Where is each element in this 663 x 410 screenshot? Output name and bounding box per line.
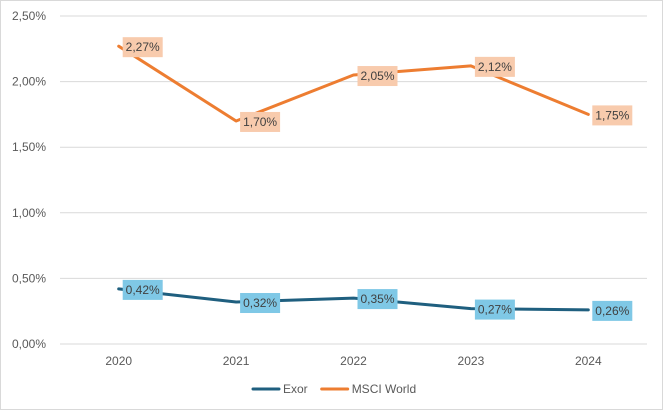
data-label-box [122, 37, 163, 58]
data-label-box [592, 105, 633, 126]
y-tick-label: 0,50% [12, 271, 46, 285]
x-tick-label: 2022 [340, 354, 367, 368]
data-label: 2,12% [478, 60, 512, 74]
data-label-box [357, 289, 398, 310]
data-label: 2,05% [360, 69, 394, 83]
series-line [117, 287, 590, 312]
data-label: 1,70% [243, 115, 277, 129]
x-tick-label: 2024 [575, 354, 602, 368]
data-label: 0,26% [595, 304, 629, 318]
data-label: 1,75% [595, 108, 629, 122]
data-label-box [474, 299, 515, 320]
data-label: 0,42% [126, 283, 160, 297]
series-line [117, 44, 590, 123]
data-label: 0,32% [243, 296, 277, 310]
legend-label: MSCI World [352, 382, 416, 396]
x-tick-label: 2020 [105, 354, 132, 368]
data-label-box [240, 293, 281, 314]
y-tick-label: 1,00% [12, 206, 46, 220]
data-label-box [122, 279, 163, 300]
legend-label: Exor [283, 382, 308, 396]
data-label: 0,35% [360, 292, 394, 306]
y-tick-label: 2,00% [12, 75, 46, 89]
data-label-box [474, 56, 515, 77]
y-tick-label: 0,00% [12, 337, 46, 351]
y-tick-label: 2,50% [12, 9, 46, 23]
data-label: 2,27% [126, 40, 160, 54]
x-tick-label: 2023 [458, 354, 485, 368]
x-tick-label: 2021 [223, 354, 250, 368]
data-label: 0,27% [478, 303, 512, 317]
data-label-box [357, 66, 398, 87]
data-label-box [592, 300, 633, 321]
y-tick-label: 1,50% [12, 140, 46, 154]
data-label-box [240, 111, 281, 132]
